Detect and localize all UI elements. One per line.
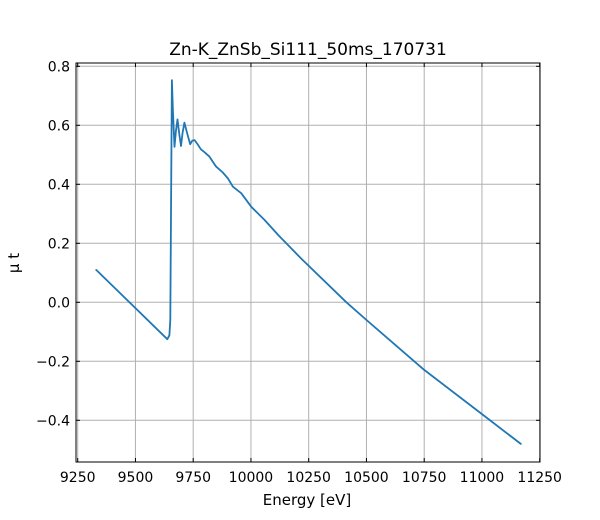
y-tick-label: 0.0	[48, 295, 70, 311]
x-axis-label: Energy [eV]	[263, 491, 351, 509]
x-tick-label: 10500	[344, 470, 389, 486]
x-tick-label: 9500	[118, 470, 154, 486]
x-tick-label: 11000	[460, 470, 505, 486]
x-tick-label: 10750	[402, 470, 447, 486]
y-tick-label: 0.8	[48, 59, 70, 75]
x-tick-label: 10000	[229, 470, 274, 486]
y-tick-label: −0.2	[36, 354, 70, 370]
y-tick-label: −0.4	[36, 413, 70, 429]
x-tick-label: 10250	[286, 470, 331, 486]
y-axis-label: μ t	[5, 253, 23, 273]
y-tick-label: 0.6	[48, 118, 70, 134]
x-tick-label: 9250	[60, 470, 96, 486]
y-tick-label: 0.4	[48, 177, 70, 193]
axes-frame	[75, 62, 541, 463]
y-tick-label: 0.2	[48, 236, 70, 252]
series-line-mu-t	[95, 79, 522, 445]
chart-title: Zn-K_ZnSb_Si111_50ms_170731	[169, 40, 447, 60]
grid	[76, 63, 541, 462]
ticks: 9250 9500 9750 10000 10250 10500 10750 11000 112…	[36, 59, 562, 486]
x-tick-label: 11250	[517, 470, 562, 486]
x-tick-label: 9750	[175, 470, 211, 486]
